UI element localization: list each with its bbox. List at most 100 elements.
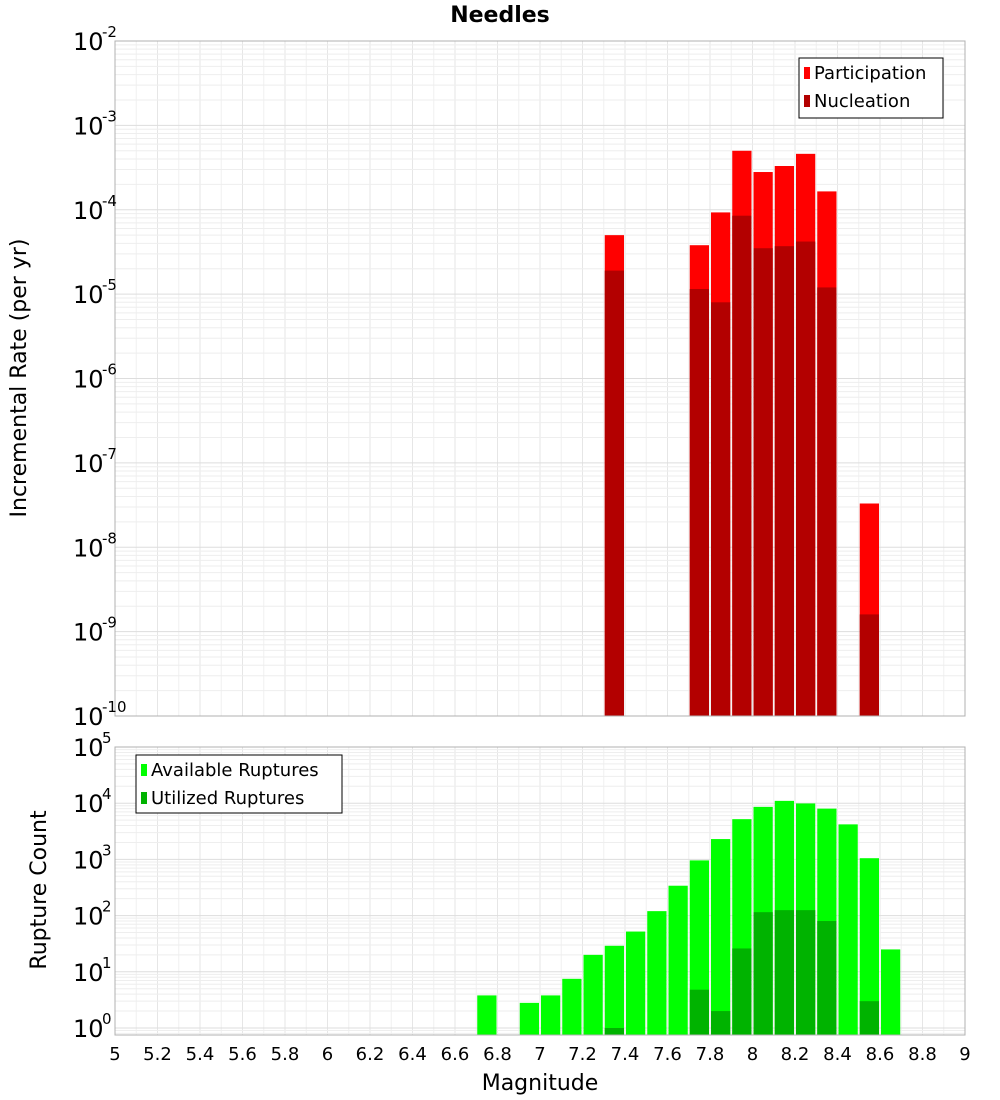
chart-title: Needles — [450, 3, 550, 28]
count-bar-available-ruptures — [541, 995, 561, 1035]
rate-plot-frame — [114, 40, 966, 717]
count-bar-available-ruptures — [859, 858, 879, 1035]
y-tick-exponent: -8 — [102, 529, 117, 547]
rate-y-tick: 10-9 — [73, 614, 117, 647]
rate-bar-nucleation — [732, 215, 752, 717]
y-tick-base: 10 — [73, 846, 104, 874]
y-tick-base: 10 — [73, 197, 104, 225]
count-bar-available-ruptures — [583, 954, 603, 1035]
count-legend-swatch — [141, 792, 147, 804]
rate-bar-nucleation — [796, 241, 816, 717]
y-tick-exponent: -2 — [102, 23, 117, 41]
y-tick-exponent: 1 — [102, 954, 112, 972]
rate-legend-label: Nucleation — [814, 91, 910, 112]
rate-y-tick: 10-2 — [73, 23, 117, 56]
rate-bar-nucleation — [753, 248, 773, 717]
rate-bar-nucleation — [689, 289, 709, 716]
x-tick-label: 8.2 — [781, 1044, 810, 1065]
y-tick-base: 10 — [73, 703, 104, 731]
count-bar-available-ruptures — [711, 839, 731, 1035]
x-tick-label: 7.2 — [568, 1044, 597, 1065]
count-y-tick: 100 — [73, 1010, 112, 1043]
rate-legend: Participation Nucleation — [798, 57, 944, 119]
count-bar-available-ruptures — [519, 1002, 539, 1035]
y-tick-exponent: 2 — [102, 898, 112, 916]
count-legend: Available Ruptures Utilized Ruptures — [135, 754, 343, 814]
y-tick-exponent: 0 — [102, 1010, 112, 1028]
y-tick-exponent: -9 — [102, 614, 117, 632]
y-tick-base: 10 — [73, 281, 104, 309]
count-bar-utilized-ruptures — [774, 910, 794, 1035]
rate-bar-nucleation — [817, 287, 837, 716]
x-tick-label: 8 — [747, 1044, 758, 1065]
count-legend-box — [135, 754, 343, 814]
y-tick-base: 10 — [73, 450, 104, 478]
y-tick-exponent: 4 — [102, 785, 112, 803]
count-y-tick: 101 — [73, 954, 112, 987]
y-tick-base: 10 — [73, 1015, 104, 1043]
rate-bars — [604, 150, 879, 717]
y-tick-base: 10 — [73, 734, 104, 762]
count-bar-available-ruptures — [881, 949, 901, 1035]
y-tick-base: 10 — [73, 959, 104, 987]
count-bar-utilized-ruptures — [817, 921, 837, 1035]
x-tick-label: 5.2 — [143, 1044, 172, 1065]
rate-bar-nucleation — [859, 614, 879, 716]
y-tick-base: 10 — [73, 112, 104, 140]
x-tick-label: 6 — [322, 1044, 333, 1065]
y-tick-exponent: -4 — [102, 192, 117, 210]
y-tick-base: 10 — [73, 619, 104, 647]
rate-bar-nucleation — [604, 270, 624, 716]
count-y-axis-label: Rupture Count — [27, 810, 52, 970]
count-bar-utilized-ruptures — [796, 910, 816, 1035]
count-bar-utilized-ruptures — [859, 1001, 879, 1035]
x-axis-label: Magnitude — [482, 1071, 599, 1096]
rate-y-tick: 10-7 — [73, 445, 117, 478]
x-tick-label: 7.4 — [611, 1044, 640, 1065]
y-tick-exponent: -6 — [102, 361, 117, 379]
y-tick-exponent: 3 — [102, 841, 112, 859]
x-tick-label: 7.6 — [653, 1044, 682, 1065]
x-tick-label: 5.8 — [271, 1044, 300, 1065]
count-bars — [477, 800, 901, 1035]
rate-y-tick: 10-10 — [73, 698, 127, 731]
count-bar-utilized-ruptures — [689, 989, 709, 1035]
x-tick-label: 8.8 — [908, 1044, 937, 1065]
x-tick-label: 7.8 — [696, 1044, 725, 1065]
count-bar-available-ruptures — [604, 945, 624, 1035]
count-bar-available-ruptures — [838, 824, 858, 1035]
x-tick-label: 5 — [109, 1044, 120, 1065]
rate-bar-nucleation — [711, 302, 731, 716]
count-y-tick: 103 — [73, 841, 112, 874]
y-tick-base: 10 — [73, 28, 104, 56]
count-y-tick: 102 — [73, 898, 112, 931]
y-tick-base: 10 — [73, 366, 104, 394]
rate-y-tick: 10-5 — [73, 276, 117, 309]
count-plot-frame — [114, 746, 966, 1036]
count-legend-label: Available Ruptures — [151, 760, 319, 781]
x-tick-label: 6.2 — [356, 1044, 385, 1065]
rate-legend-swatch — [804, 67, 810, 79]
count-bar-utilized-ruptures — [604, 1027, 624, 1035]
x-tick-label: 6.4 — [398, 1044, 427, 1065]
count-bar-available-ruptures — [477, 995, 497, 1035]
count-bar-available-ruptures — [668, 885, 688, 1035]
y-tick-base: 10 — [73, 534, 104, 562]
x-ticks: 5 5.2 5.4 5.6 5.8 6 6.2 6.4 6.6 6.8 7 7.2 7.4 7.6 7.8 8… — [109, 1044, 970, 1065]
rate-y-tick: 10-3 — [73, 107, 117, 140]
count-y-tick: 105 — [73, 729, 112, 762]
y-tick-base: 10 — [73, 903, 104, 931]
x-tick-label: 8.6 — [866, 1044, 895, 1065]
rate-legend-swatch — [804, 95, 810, 107]
x-tick-label: 9 — [959, 1044, 970, 1065]
rate-grid — [114, 40, 966, 717]
count-bar-available-ruptures — [562, 978, 582, 1035]
count-bar-utilized-ruptures — [711, 1011, 731, 1035]
y-tick-exponent: 5 — [102, 729, 112, 747]
rate-bar-nucleation — [774, 246, 794, 716]
y-tick-exponent: -10 — [102, 698, 127, 716]
count-bar-available-ruptures — [647, 911, 667, 1035]
